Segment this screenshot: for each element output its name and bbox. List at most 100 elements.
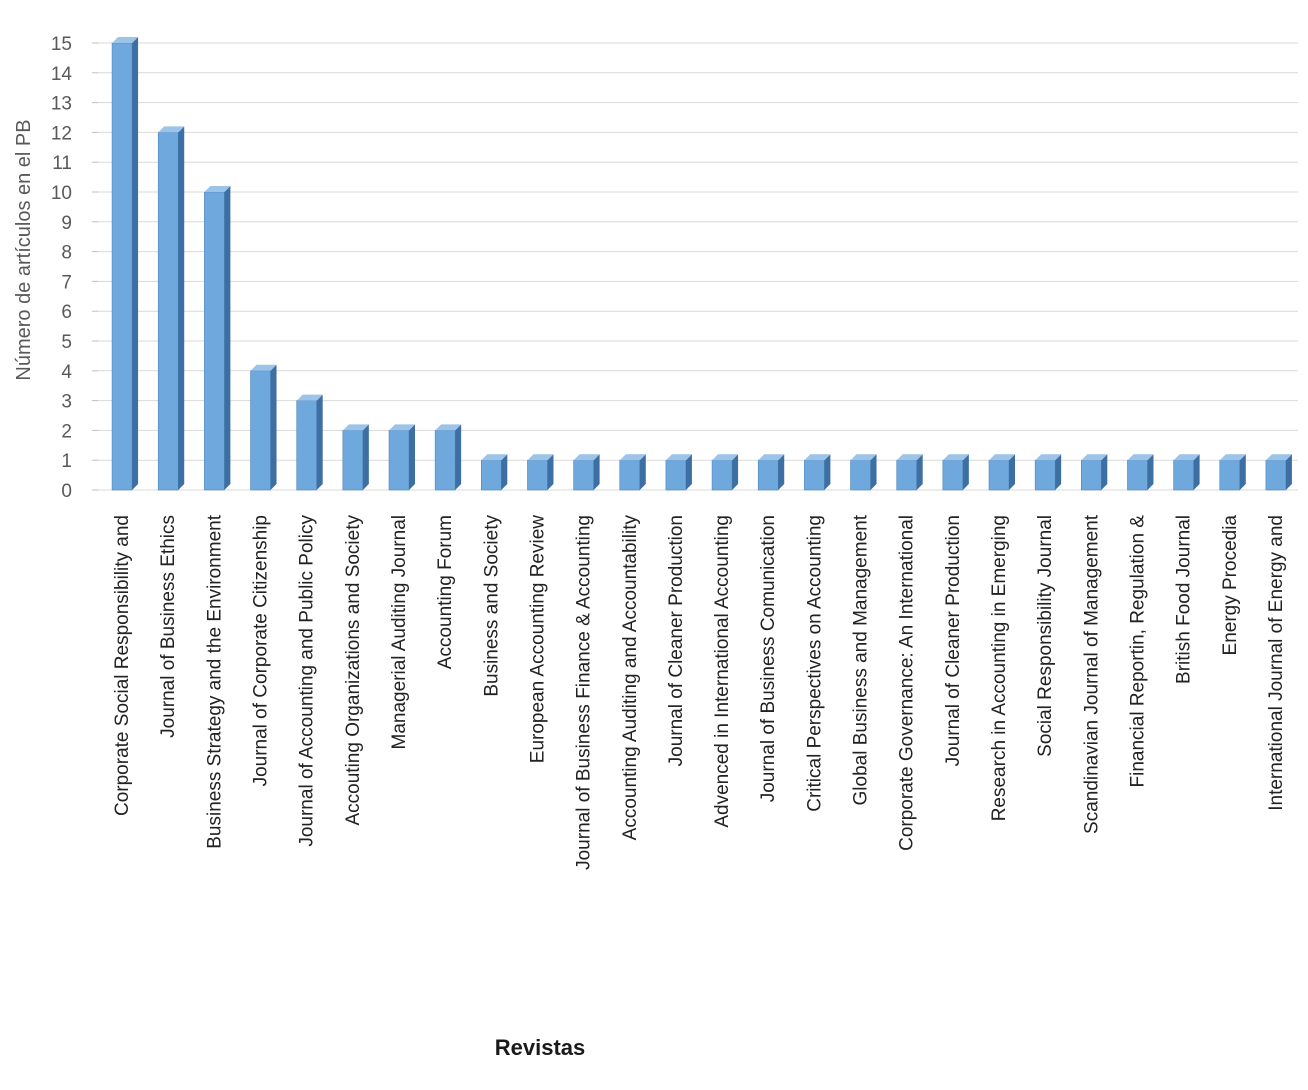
bar <box>388 424 415 491</box>
bar-top <box>665 454 692 461</box>
bar-side <box>685 454 692 490</box>
bar <box>1219 454 1246 491</box>
bar-front <box>250 370 271 491</box>
bar-side <box>316 394 323 490</box>
bar-top <box>758 454 785 461</box>
x-category-label: Journal of Business Ethics <box>158 515 179 738</box>
y-tick-label: 15 <box>51 34 72 55</box>
y-tick-label: 2 <box>61 421 72 442</box>
bar-front <box>481 459 502 491</box>
bar-side <box>639 454 646 490</box>
bar <box>250 364 277 491</box>
bar-top <box>712 454 739 461</box>
bar <box>1127 454 1154 491</box>
x-category-label: Scandinavian Journal of Management <box>1081 514 1102 834</box>
bar <box>1034 454 1062 491</box>
bar-side <box>224 186 231 490</box>
bar-side <box>1239 454 1246 490</box>
x-category-label: Accounting Auditing and Accountability <box>620 515 641 841</box>
bar <box>111 37 139 491</box>
bar-side <box>362 424 369 490</box>
y-tick-label: 6 <box>61 302 72 323</box>
bar <box>896 454 923 491</box>
bar-top <box>527 454 554 461</box>
y-tick-label: 10 <box>51 183 72 204</box>
x-category-label: Critical Perspectives on Accounting <box>804 515 825 812</box>
bar-top <box>1035 454 1062 461</box>
bar-top <box>1173 454 1200 461</box>
x-category-label: International Journal of Energy and <box>1266 515 1287 811</box>
bar-side <box>1147 454 1154 490</box>
bar-front <box>757 459 779 491</box>
bar-side <box>547 454 554 490</box>
bar-front <box>204 191 225 491</box>
x-category-label: British Food Journal <box>1174 515 1195 684</box>
bar-side <box>824 454 831 490</box>
y-tick-label: 14 <box>51 64 73 85</box>
y-tick-label: 4 <box>61 362 72 383</box>
bar-top <box>1265 454 1292 461</box>
bar-side <box>593 454 600 490</box>
bar <box>804 454 831 491</box>
bar-top <box>1081 454 1108 461</box>
bar <box>481 454 508 491</box>
bar-side <box>1101 454 1108 490</box>
x-category-label: Advenced in International Accounting <box>712 515 733 828</box>
bar <box>296 394 323 491</box>
bar <box>665 454 692 491</box>
bar-top <box>942 454 969 461</box>
x-category-label: Accounting Forum <box>435 515 456 669</box>
bar-front <box>342 430 364 491</box>
x-category-label: Financial Reportin, Regulation & <box>1127 515 1148 788</box>
x-category-label: Journal of Cleaner Production <box>943 515 964 766</box>
y-tick-label: 5 <box>61 332 72 353</box>
bar-top <box>573 454 600 461</box>
x-category-label: Global Business and Management <box>851 514 872 805</box>
x-category-label: Journal of Business Finance & Accounting <box>574 515 595 870</box>
bar-top <box>896 454 923 461</box>
bar-side <box>1285 454 1292 490</box>
bar-top <box>481 454 508 461</box>
x-category-label: Business and Society <box>481 515 502 697</box>
bar-front <box>296 400 317 491</box>
bar-front <box>1219 459 1241 491</box>
bar-side <box>501 454 508 490</box>
bar-side <box>455 424 462 490</box>
bar <box>850 454 877 491</box>
y-axis-label: Número de artículos en el PB <box>13 119 35 380</box>
bar <box>619 454 646 491</box>
bar-front <box>1127 459 1148 491</box>
bar-front <box>1034 459 1056 491</box>
x-category-label: European Accounting Review <box>527 515 548 763</box>
bar-front <box>711 459 733 491</box>
y-tick-label: 1 <box>61 451 72 472</box>
y-tick-label: 7 <box>61 272 72 293</box>
bar-front <box>804 459 825 491</box>
bar-side <box>132 37 139 490</box>
bar-top <box>112 37 139 43</box>
bar-top <box>804 454 831 461</box>
bar-front <box>157 132 179 491</box>
bar <box>711 454 739 491</box>
y-tick-label: 8 <box>61 243 72 264</box>
x-category-label: Social Responsibility Journal <box>1035 515 1056 757</box>
bar-top <box>158 126 185 133</box>
bar-top <box>389 424 415 431</box>
bar <box>1081 454 1108 491</box>
bar-top <box>435 424 462 431</box>
bar-front <box>388 430 410 491</box>
bar-side <box>1193 454 1200 490</box>
bar-front <box>111 42 133 491</box>
bar <box>434 424 462 491</box>
bar-side <box>1055 454 1062 490</box>
gridlines <box>92 42 1298 491</box>
bar-top <box>296 394 323 401</box>
bar-side <box>916 454 923 490</box>
x-category-label: Business Strategy and the Environment <box>204 514 225 848</box>
bar-side <box>962 454 969 490</box>
x-category-label: Accouting Organizations and Society <box>343 515 364 826</box>
bar <box>157 126 185 491</box>
bar-top <box>1219 454 1246 461</box>
bar-top <box>1127 454 1154 461</box>
